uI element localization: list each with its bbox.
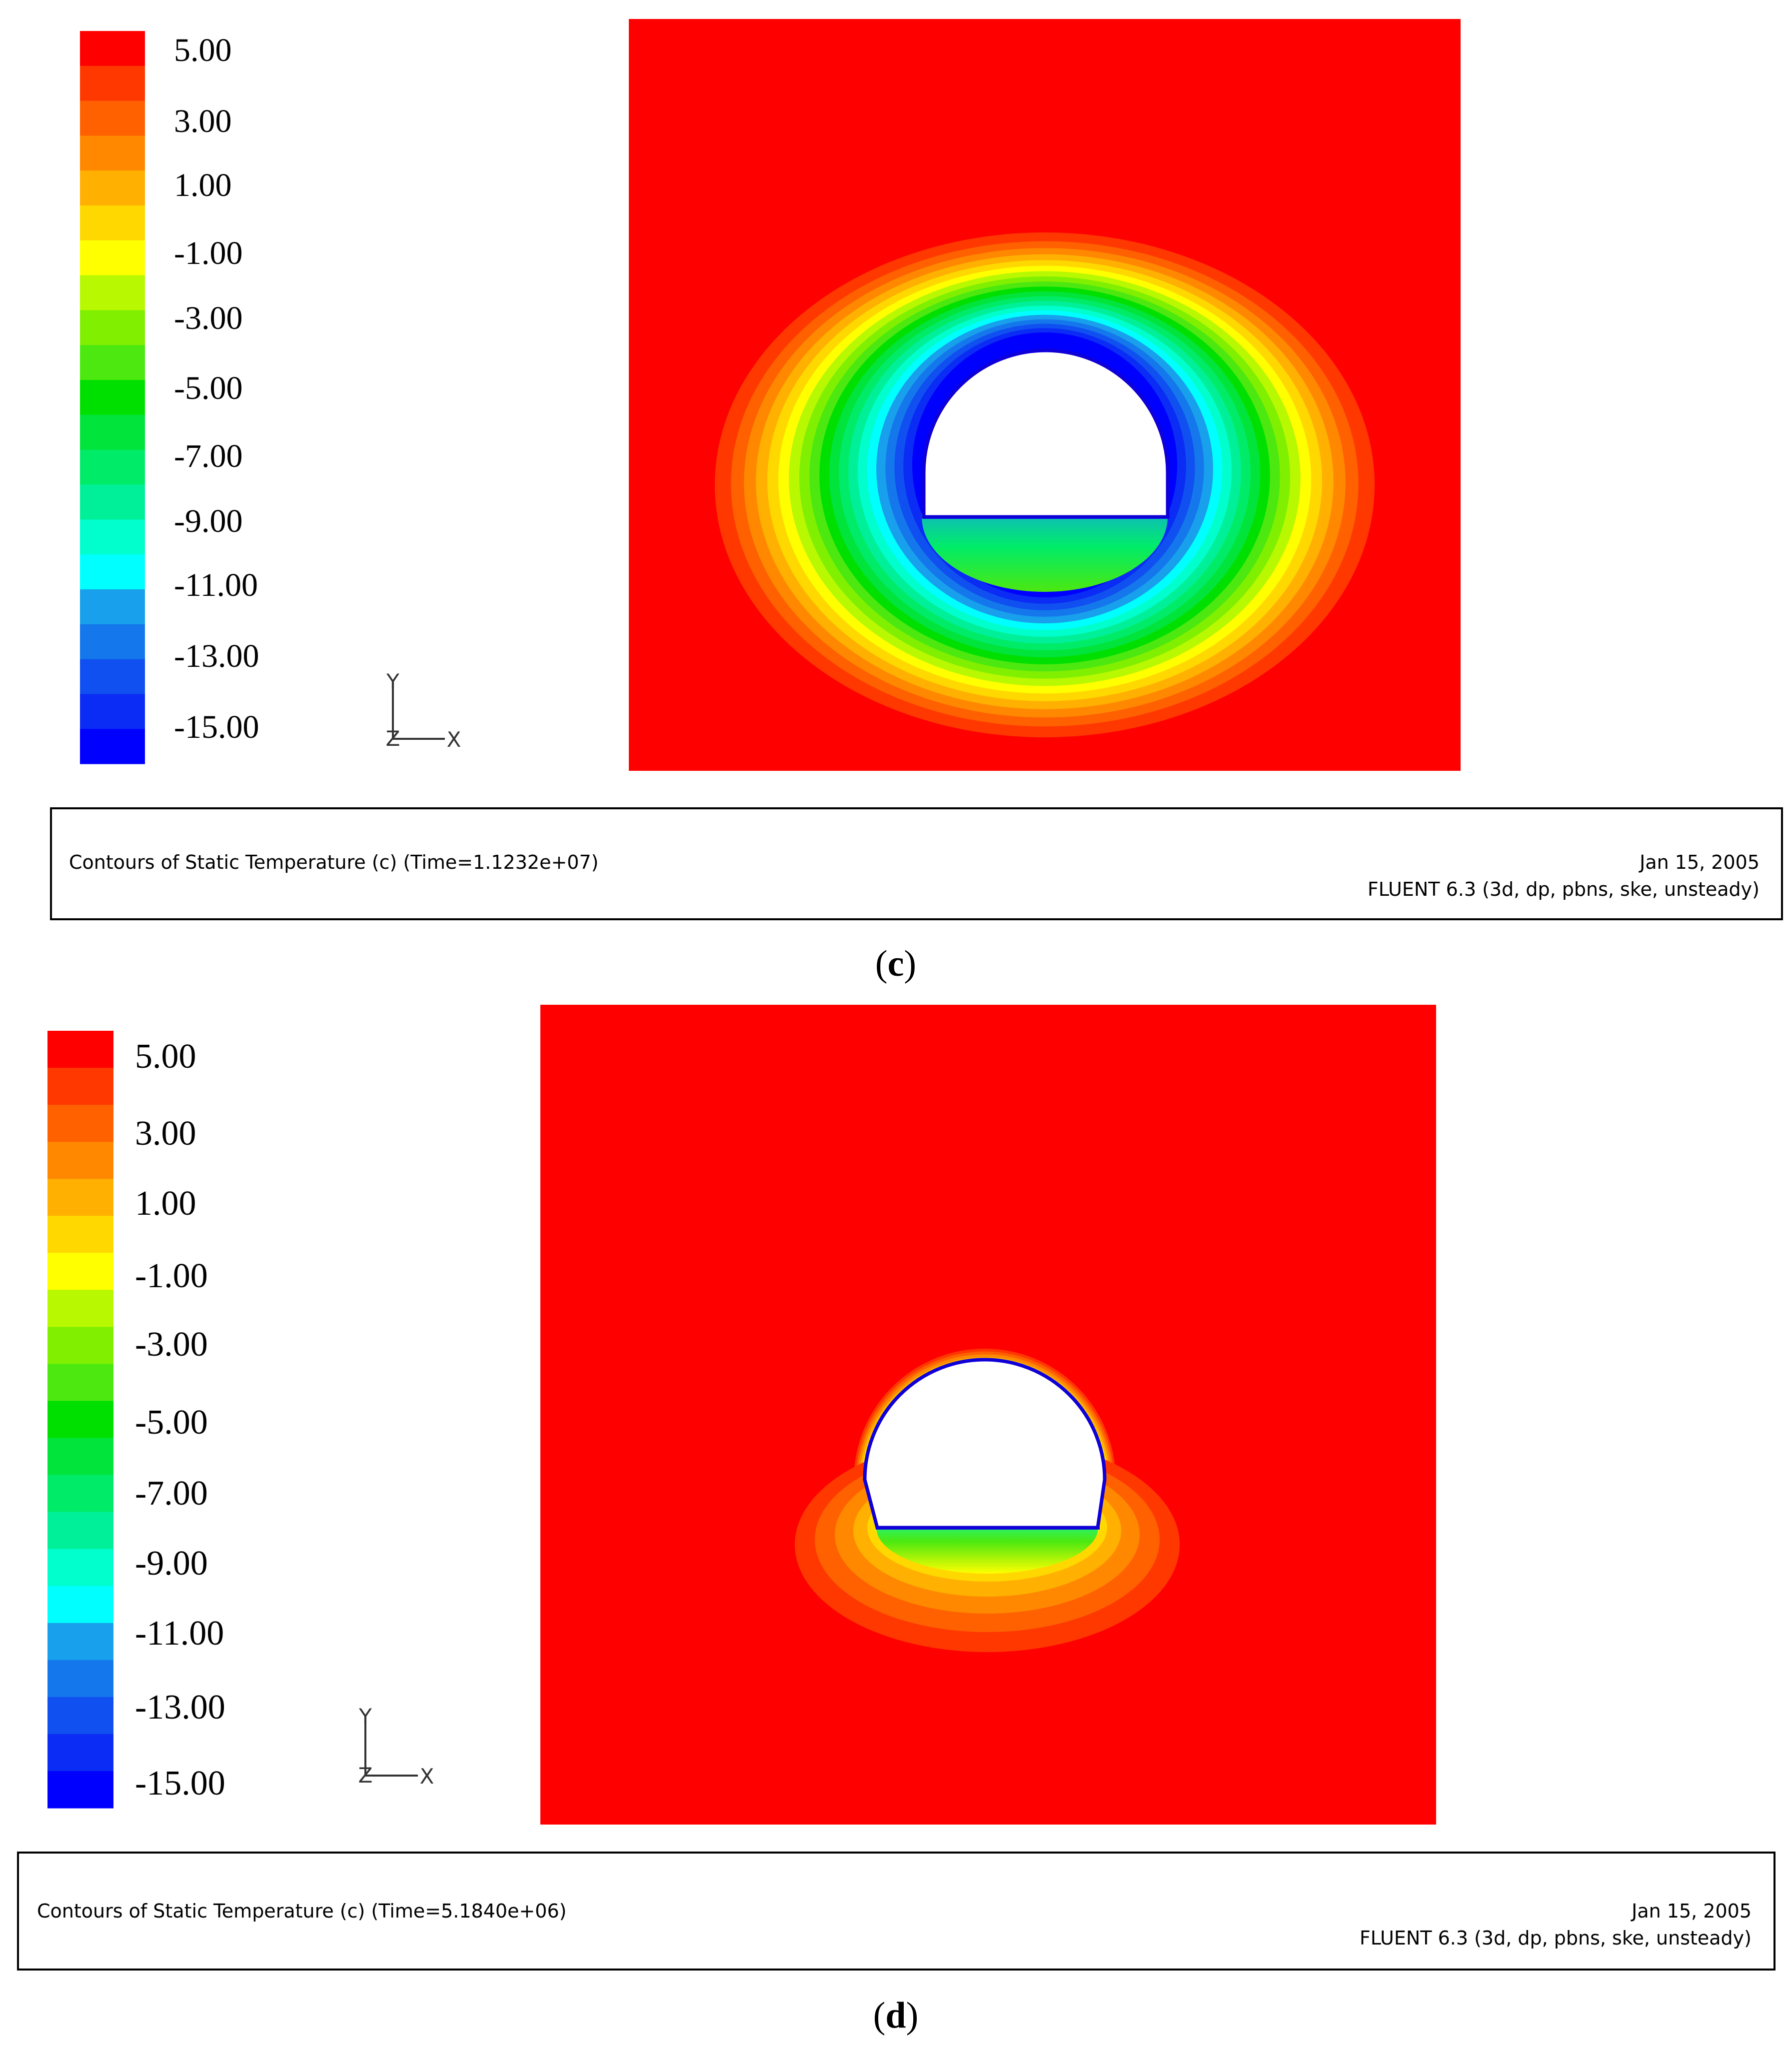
- legend-swatch: [80, 694, 145, 729]
- legend-label: -15.00: [135, 1764, 225, 1803]
- z-axis-label: Z: [358, 1763, 373, 1788]
- legend-swatch: [47, 1734, 113, 1772]
- color-legend: 5.00 3.00 1.00 -1.00 -3.00 -5.00 -7.00 -9.00 -11…: [80, 31, 259, 764]
- axis-triad: Y Z X: [386, 669, 461, 752]
- contour-field: [540, 1005, 1436, 1825]
- tunnel-opening: [863, 1358, 1107, 1530]
- legend-label: -13.00: [135, 1688, 225, 1727]
- y-axis-label: Y: [358, 1704, 372, 1729]
- x-axis-label: X: [447, 727, 461, 752]
- legend-label: 5.00: [135, 1037, 196, 1076]
- info-title: Contours of Static Temperature (c) (Time…: [37, 1900, 566, 1922]
- legend-label: 1.00: [135, 1184, 196, 1223]
- info-solver: FLUENT 6.3 (3d, dp, pbns, ske, unsteady): [1360, 1927, 1752, 1949]
- legend-swatch: [47, 1549, 113, 1587]
- legend-swatch: [47, 1623, 113, 1661]
- legend-swatch: [47, 1771, 113, 1809]
- legend-swatch: [80, 484, 145, 520]
- legend-swatch: [47, 1438, 113, 1476]
- legend-swatch: [80, 170, 145, 206]
- legend-label: -11.00: [174, 567, 258, 603]
- legend-swatch: [47, 1327, 113, 1365]
- legend-swatch: [80, 100, 145, 136]
- legend-label: 3.00: [135, 1114, 196, 1153]
- legend-label: -11.00: [135, 1614, 224, 1653]
- legend-swatch: [80, 65, 145, 101]
- legend-swatch: [80, 380, 145, 415]
- legend-swatch: [80, 135, 145, 171]
- axis-triad: Y Z X: [358, 1704, 434, 1789]
- legend-label: -1.00: [174, 235, 242, 271]
- legend-label: -3.00: [135, 1325, 208, 1364]
- color-legend: 5.00 3.00 1.00 -1.00 -3.00 -5.00 -7.00 -9.00 -11…: [47, 1031, 225, 1809]
- legend-swatch: [47, 1401, 113, 1439]
- legend-swatch: [47, 1253, 113, 1290]
- panel-caption: (d): [873, 1995, 918, 2036]
- legend-swatch: [47, 1290, 113, 1327]
- legend-swatch: [80, 205, 145, 241]
- legend-label: -7.00: [174, 438, 242, 474]
- legend-swatch: [47, 1364, 113, 1402]
- legend-label: -9.00: [174, 503, 242, 539]
- legend-swatch: [47, 1216, 113, 1253]
- contour-field: [629, 19, 1461, 771]
- legend-label: -3.00: [174, 300, 242, 336]
- panel-c: 5.00 3.00 1.00 -1.00 -3.00 -5.00 -7.00 -9.00 -11…: [50, 19, 1783, 984]
- info-box-frame: [50, 807, 1783, 920]
- legend-label: -9.00: [135, 1544, 208, 1583]
- legend-swatch: [80, 414, 145, 450]
- legend-swatch: [80, 449, 145, 485]
- legend-label: -7.00: [135, 1474, 208, 1513]
- legend-label: 3.00: [174, 103, 232, 139]
- legend-swatch: [80, 554, 145, 590]
- legend-swatch: [80, 589, 145, 625]
- legend-swatch: [80, 345, 145, 380]
- y-axis-label: Y: [386, 669, 399, 694]
- info-date: Jan 15, 2005: [1639, 851, 1760, 873]
- x-axis-label: X: [420, 1764, 434, 1789]
- legend-swatch: [80, 624, 145, 660]
- legend-swatch: [80, 275, 145, 311]
- legend-swatch: [47, 1105, 113, 1142]
- z-axis-label: Z: [386, 726, 400, 751]
- legend-swatch: [80, 729, 145, 764]
- legend-swatch: [80, 659, 145, 694]
- legend-swatch: [47, 1512, 113, 1550]
- legend-swatch: [47, 1697, 113, 1735]
- info-date: Jan 15, 2005: [1631, 1900, 1752, 1922]
- legend-label: 5.00: [174, 32, 232, 68]
- info-box-frame: [17, 1852, 1776, 1971]
- info-box: Contours of Static Temperature (c) (Time…: [50, 807, 1783, 920]
- info-title: Contours of Static Temperature (c) (Time…: [69, 851, 598, 873]
- legend-label: -13.00: [174, 638, 259, 674]
- legend-swatch: [47, 1179, 113, 1216]
- legend-label: -5.00: [135, 1403, 208, 1442]
- legend-swatch: [47, 1660, 113, 1698]
- legend-swatch: [80, 240, 145, 276]
- legend-label: -1.00: [135, 1257, 208, 1295]
- legend-swatch: [80, 519, 145, 555]
- legend-swatch: [47, 1142, 113, 1179]
- legend-swatch: [47, 1031, 113, 1068]
- info-box: Contours of Static Temperature (c) (Time…: [17, 1852, 1776, 1971]
- panel-caption: (c): [875, 943, 916, 984]
- legend-swatch: [80, 310, 145, 345]
- legend-label: -5.00: [174, 370, 242, 406]
- legend-label: 1.00: [174, 167, 232, 203]
- tunnel-opening: [922, 348, 1170, 519]
- legend-swatch: [47, 1586, 113, 1624]
- legend-swatch: [80, 31, 145, 66]
- legend-swatch: [47, 1475, 113, 1513]
- legend-label: -15.00: [174, 709, 259, 745]
- info-solver: FLUENT 6.3 (3d, dp, pbns, ske, unsteady): [1368, 878, 1760, 900]
- panel-d: 5.00 3.00 1.00 -1.00 -3.00 -5.00 -7.00 -9.00 -11…: [17, 1005, 1776, 2036]
- legend-swatch: [47, 1068, 113, 1105]
